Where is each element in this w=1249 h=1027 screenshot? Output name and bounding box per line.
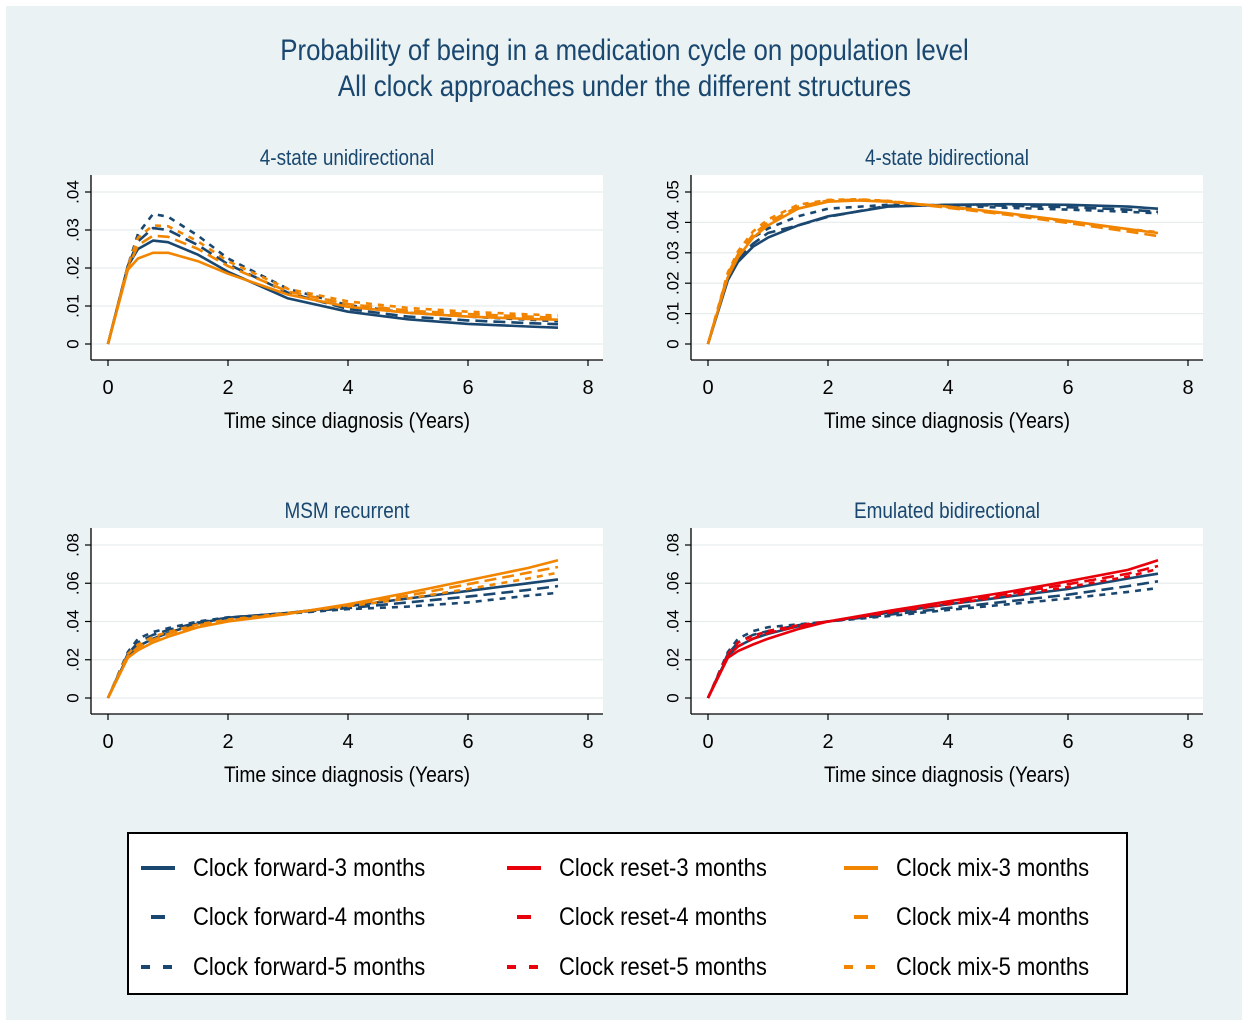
y-tick-label: .08 [664, 533, 683, 557]
legend-swatch-reset-5 [507, 965, 541, 969]
panel-3: 0 .02 .04 .06 .08 0 2 4 6 8 Time since diagnosis (… [664, 499, 1203, 787]
x-tick-label: 4 [942, 731, 953, 753]
panel-title: 4-state unidirectional [260, 146, 434, 171]
x-axis-title: Time since diagnosis (Years) [824, 408, 1070, 433]
panel-title: Emulated bidirectional [854, 499, 1040, 524]
legend-label: Clock reset-5 months [559, 952, 767, 981]
legend-item: Clock reset-3 months [507, 852, 795, 884]
panel-0: 0 .01 .02 .03 .04 0 2 4 6 8 Time since diagnosis (… [64, 146, 603, 433]
y-tick-label: .02 [664, 648, 683, 672]
plot-area [691, 175, 1203, 360]
chart-title-line-2: All clock approaches under the different… [337, 70, 912, 103]
legend-swatch-forward-4 [141, 915, 175, 919]
y-tick-label: .04 [664, 610, 683, 634]
y-tick-label: 0 [64, 339, 83, 348]
x-axis-title: Time since diagnosis (Years) [224, 762, 470, 787]
series-line [706, 567, 1159, 699]
series-line [106, 565, 559, 699]
legend-swatch-mix-5 [844, 965, 878, 969]
y-tick-label: .02 [64, 256, 83, 280]
series-line [106, 571, 559, 699]
legend-label: Clock reset-4 months [559, 902, 767, 931]
legend-swatch-mix-4 [844, 915, 878, 919]
y-tick-label: .01 [664, 302, 683, 326]
legend-item: Clock reset-5 months [507, 951, 795, 983]
legend-swatch-forward-5 [141, 965, 175, 969]
x-axis-title: Time since diagnosis (Years) [224, 408, 470, 433]
y-tick-label: .03 [664, 241, 683, 265]
legend-label: Clock mix-3 months [896, 853, 1090, 882]
y-tick-label: .02 [664, 271, 683, 295]
chart-title-line-1: Probability of being in a medication cyc… [280, 34, 969, 67]
legend-item: Clock reset-4 months [507, 901, 795, 933]
y-tick-label: 0 [64, 693, 83, 702]
x-tick-label: 6 [462, 731, 473, 753]
legend-item: Clock forward-5 months [141, 951, 457, 983]
x-tick-label: 0 [102, 731, 113, 753]
legend-swatch-reset-3 [507, 866, 541, 870]
legend-swatch-reset-4 [507, 915, 541, 919]
series-line [106, 251, 559, 345]
legend-swatch-forward-3 [141, 866, 175, 870]
x-tick-label: 8 [582, 731, 593, 753]
legend-label: Clock mix-4 months [896, 902, 1090, 931]
x-tick-label: 6 [1062, 731, 1073, 753]
y-tick-label: .04 [664, 211, 683, 235]
y-tick-label: .05 [664, 180, 683, 204]
panel-title: 4-state bidirectional [865, 146, 1029, 171]
legend-item: Clock forward-4 months [141, 901, 457, 933]
x-tick-label: 6 [462, 377, 473, 399]
legend-label: Clock forward-5 months [193, 952, 426, 981]
y-tick-label: .06 [64, 571, 83, 595]
series-line [706, 198, 1159, 345]
x-tick-label: 2 [822, 377, 833, 399]
legend-label: Clock forward-4 months [193, 902, 426, 931]
x-tick-label: 0 [102, 377, 113, 399]
series-line [106, 239, 559, 345]
series-line [706, 202, 1159, 345]
y-tick-label: .04 [64, 180, 83, 204]
panel-2: 0 .02 .04 .06 .08 0 2 4 6 8 Time since diagnosis (… [64, 499, 603, 787]
x-tick-label: 4 [942, 377, 953, 399]
y-tick-label: .04 [64, 610, 83, 634]
series-line [106, 226, 559, 345]
x-tick-label: 2 [822, 731, 833, 753]
panel-1: 0 .01 .02 .03 .04 .05 0 2 4 6 8 Time since diagnosi… [664, 146, 1203, 433]
series-line [106, 224, 559, 345]
legend-item: Clock mix-5 months [844, 951, 1116, 983]
y-tick-label: .02 [64, 648, 83, 672]
y-tick-label: .08 [64, 533, 83, 557]
panel-title: MSM recurrent [284, 499, 409, 524]
x-axis-title: Time since diagnosis (Years) [824, 762, 1070, 787]
x-tick-label: 8 [582, 377, 593, 399]
legend-label: Clock forward-3 months [193, 853, 426, 882]
x-tick-label: 2 [222, 731, 233, 753]
x-tick-label: 4 [342, 377, 353, 399]
x-tick-label: 0 [702, 731, 713, 753]
y-tick-label: 0 [664, 339, 683, 348]
legend-item: Clock mix-3 months [844, 852, 1116, 884]
legend-swatch-mix-3 [844, 866, 878, 870]
x-tick-label: 6 [1062, 377, 1073, 399]
x-tick-label: 0 [702, 377, 713, 399]
x-tick-label: 8 [1182, 731, 1193, 753]
y-tick-label: .01 [64, 294, 83, 318]
legend-label: Clock reset-3 months [559, 853, 767, 882]
legend-item: Clock forward-3 months [141, 852, 457, 884]
y-tick-label: .06 [664, 571, 683, 595]
x-tick-label: 2 [222, 377, 233, 399]
x-tick-label: 4 [342, 731, 353, 753]
series-line [106, 234, 559, 345]
chart-legend: Clock forward-3 months Clock reset-3 mon… [127, 832, 1128, 995]
series-line [106, 584, 559, 699]
series-line [106, 591, 559, 699]
x-tick-label: 8 [1182, 377, 1193, 399]
legend-label: Clock mix-5 months [896, 952, 1090, 981]
legend-item: Clock mix-4 months [844, 901, 1116, 933]
y-tick-label: 0 [664, 693, 683, 702]
y-tick-label: .03 [64, 218, 83, 242]
